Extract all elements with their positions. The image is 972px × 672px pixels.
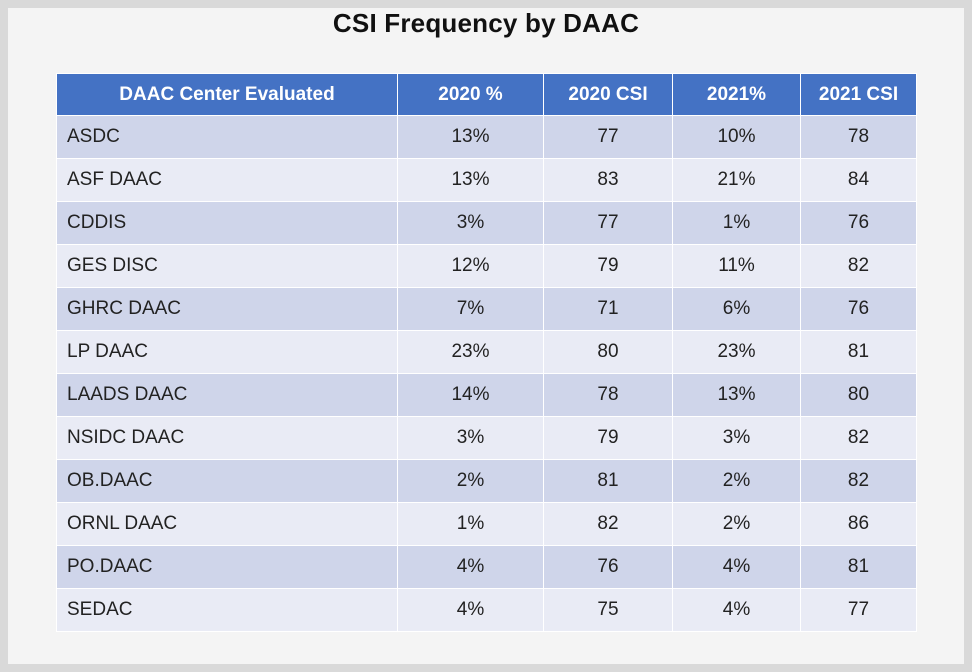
header-2021-percent: 2021% [672,73,801,116]
pct-2021-cell: 4% [672,545,801,589]
pct-2021-cell: 4% [672,588,801,632]
pct-2021-cell: 2% [672,502,801,546]
daac-name-cell: LP DAAC [56,330,398,374]
table-header-row: DAAC Center Evaluated 2020 % 2020 CSI 20… [56,73,917,116]
pct-2020-cell: 4% [397,545,544,589]
table-row: NSIDC DAAC 3% 79 3% 82 [56,416,917,460]
csi-2021-cell: 81 [800,330,917,374]
table-row: PO.DAAC 4% 76 4% 81 [56,545,917,589]
table-row: SEDAC 4% 75 4% 77 [56,588,917,632]
pct-2021-cell: 23% [672,330,801,374]
pct-2020-cell: 12% [397,244,544,288]
csi-2021-cell: 82 [800,459,917,503]
pct-2021-cell: 2% [672,459,801,503]
csi-2021-cell: 86 [800,502,917,546]
daac-name-cell: GES DISC [56,244,398,288]
pct-2020-cell: 3% [397,416,544,460]
csi-table: DAAC Center Evaluated 2020 % 2020 CSI 20… [56,73,917,632]
daac-name-cell: OB.DAAC [56,459,398,503]
csi-2021-cell: 82 [800,244,917,288]
pct-2020-cell: 14% [397,373,544,417]
pct-2021-cell: 21% [672,158,801,202]
daac-name-cell: PO.DAAC [56,545,398,589]
daac-name-cell: LAADS DAAC [56,373,398,417]
csi-2020-cell: 71 [543,287,673,331]
pct-2021-cell: 11% [672,244,801,288]
table-row: ASF DAAC 13% 83 21% 84 [56,158,917,202]
csi-2021-cell: 82 [800,416,917,460]
csi-2021-cell: 76 [800,201,917,245]
pct-2020-cell: 23% [397,330,544,374]
daac-name-cell: CDDIS [56,201,398,245]
page-title: CSI Frequency by DAAC [332,8,640,38]
table-row: LP DAAC 23% 80 23% 81 [56,330,917,374]
pct-2020-cell: 13% [397,158,544,202]
daac-name-cell: ASDC [56,115,398,159]
csi-2020-cell: 76 [543,545,673,589]
csi-2021-cell: 80 [800,373,917,417]
csi-2020-cell: 75 [543,588,673,632]
table-row: GHRC DAAC 7% 71 6% 76 [56,287,917,331]
csi-2021-cell: 78 [800,115,917,159]
pct-2020-cell: 4% [397,588,544,632]
daac-name-cell: ASF DAAC [56,158,398,202]
table-row: ORNL DAAC 1% 82 2% 86 [56,502,917,546]
csi-2021-cell: 84 [800,158,917,202]
csi-2020-cell: 80 [543,330,673,374]
csi-2020-cell: 82 [543,502,673,546]
daac-name-cell: SEDAC [56,588,398,632]
header-2020-percent: 2020 % [397,73,544,116]
csi-2020-cell: 81 [543,459,673,503]
header-2021-csi: 2021 CSI [800,73,917,116]
pct-2021-cell: 6% [672,287,801,331]
csi-2020-cell: 79 [543,416,673,460]
csi-2020-cell: 79 [543,244,673,288]
csi-2020-cell: 78 [543,373,673,417]
table-row: GES DISC 12% 79 11% 82 [56,244,917,288]
csi-2020-cell: 83 [543,158,673,202]
daac-name-cell: GHRC DAAC [56,287,398,331]
pct-2020-cell: 1% [397,502,544,546]
csi-2020-cell: 77 [543,201,673,245]
pct-2020-cell: 7% [397,287,544,331]
csi-2021-cell: 77 [800,588,917,632]
table-row: OB.DAAC 2% 81 2% 82 [56,459,917,503]
header-2020-csi: 2020 CSI [543,73,673,116]
pct-2020-cell: 3% [397,201,544,245]
pct-2020-cell: 13% [397,115,544,159]
csi-2020-cell: 77 [543,115,673,159]
header-daac-center: DAAC Center Evaluated [56,73,398,116]
table-row: ASDC 13% 77 10% 78 [56,115,917,159]
daac-name-cell: NSIDC DAAC [56,416,398,460]
table-row: LAADS DAAC 14% 78 13% 80 [56,373,917,417]
pct-2021-cell: 3% [672,416,801,460]
table-row: CDDIS 3% 77 1% 76 [56,201,917,245]
pct-2021-cell: 10% [672,115,801,159]
pct-2021-cell: 13% [672,373,801,417]
pct-2020-cell: 2% [397,459,544,503]
csi-2021-cell: 81 [800,545,917,589]
pct-2021-cell: 1% [672,201,801,245]
csi-2021-cell: 76 [800,287,917,331]
daac-name-cell: ORNL DAAC [56,502,398,546]
